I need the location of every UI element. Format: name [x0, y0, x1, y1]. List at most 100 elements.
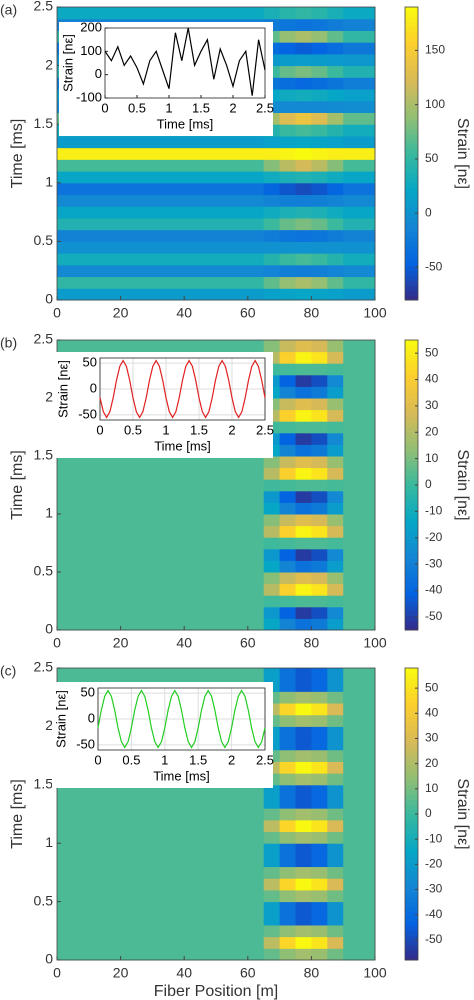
heatmap-cell — [295, 913, 312, 926]
colorbar-step — [405, 692, 418, 698]
heatmap-cell — [311, 374, 328, 387]
colorbar-step — [405, 596, 418, 602]
heatmap-cell — [263, 618, 281, 631]
heatmap-cell — [327, 77, 344, 90]
inset-x-axis-label: Time [ms] — [153, 768, 210, 783]
heatmap-cell — [343, 42, 376, 55]
heatmap-cell — [57, 490, 265, 503]
colorbar-step — [405, 945, 418, 951]
colorbar-step — [405, 354, 418, 360]
heatmap-cell — [279, 714, 296, 727]
heatmap-cell — [279, 595, 296, 608]
colorbar-tick-label: 10 — [425, 451, 439, 465]
heatmap-cell — [279, 948, 296, 961]
heatmap-cell — [311, 691, 328, 704]
heatmap-cell — [57, 525, 265, 538]
colorbar-step — [405, 877, 418, 883]
colorbar-step — [405, 402, 418, 409]
heatmap-cell — [295, 618, 312, 631]
colorbar-step — [405, 818, 418, 825]
heatmap-cell — [263, 182, 281, 196]
colorbar-step — [405, 148, 418, 154]
heatmap-cell — [279, 773, 296, 786]
colorbar-step — [405, 16, 418, 23]
inset-y-tick-label: 0 — [90, 380, 97, 395]
colorbar-step — [405, 862, 418, 869]
heatmap-cell — [311, 854, 328, 868]
heatmap-cell — [343, 668, 376, 681]
colorbar-tick-label: -40 — [425, 907, 443, 921]
colorbar-step — [405, 620, 418, 626]
heatmap-cell — [343, 217, 376, 231]
heatmap-cell — [57, 514, 265, 527]
colorbar-step — [405, 26, 418, 32]
heatmap-cell — [279, 386, 296, 399]
colorbar-step — [405, 896, 418, 903]
inset-x-tick-label: 0 — [94, 752, 101, 767]
heatmap-cell — [263, 456, 281, 469]
heatmap-cell — [295, 490, 312, 503]
colorbar-tick-label: -30 — [425, 556, 443, 570]
heatmap-cell — [311, 18, 328, 31]
colorbar-step — [405, 412, 418, 418]
heatmap-cell — [295, 276, 312, 289]
colorbar-step — [405, 736, 418, 742]
heatmap-cell — [327, 112, 344, 125]
y-tick-label: 1 — [45, 174, 53, 190]
colorbar-step — [405, 349, 418, 355]
colorbar-step — [405, 809, 418, 815]
heatmap-cell — [311, 182, 328, 196]
colorbar-step — [405, 7, 418, 13]
heatmap-cell — [279, 171, 296, 184]
heatmap-cell — [279, 18, 296, 31]
inset-x-tick-label: 2.5 — [256, 100, 274, 115]
colorbar-tick-label: -50 — [425, 932, 443, 946]
colorbar-tick-label: -50 — [425, 609, 443, 623]
heatmap-cell — [263, 583, 281, 596]
inset-frame — [97, 687, 266, 751]
heatmap-cell — [279, 878, 296, 891]
heatmap-cell — [311, 456, 328, 469]
colorbar-step — [405, 538, 418, 544]
colorbar-step — [405, 872, 418, 878]
heatmap-cell — [343, 773, 376, 786]
heatmap-cell — [263, 808, 281, 821]
heatmap-cell — [311, 784, 328, 797]
heatmap-cell — [295, 194, 312, 207]
heatmap-cell — [279, 606, 296, 619]
heatmap-cell — [327, 171, 344, 184]
colorbar-step — [405, 779, 418, 786]
colorbar-tick-label: -40 — [425, 583, 443, 597]
colorbar-tick-label: -20 — [425, 857, 443, 871]
heatmap-cell — [263, 7, 281, 20]
colorbar-step — [405, 750, 418, 757]
heatmap-cell — [311, 514, 328, 527]
heatmap-cell — [295, 583, 312, 596]
heatmap-cell — [279, 42, 296, 55]
heatmap-cell — [343, 241, 376, 254]
heatmap-cell — [263, 194, 281, 207]
inset-y-tick-label: -100 — [76, 89, 102, 104]
heatmap-cell — [263, 171, 281, 184]
colorbar-step — [405, 775, 418, 781]
heatmap-cell — [311, 421, 328, 434]
heatmap-cell — [57, 479, 265, 492]
heatmap-cell — [327, 340, 344, 353]
heatmap-cell — [311, 831, 328, 844]
heatmap-cell — [295, 738, 312, 751]
heatmap-cell — [343, 595, 376, 608]
colorbar-step — [405, 901, 418, 907]
colorbar-step — [405, 852, 418, 859]
heatmap-cell — [263, 831, 281, 844]
heatmap-cell — [327, 467, 344, 480]
colorbar-step — [405, 153, 418, 159]
colorbar-step — [405, 475, 418, 481]
heatmap-cell — [343, 679, 376, 692]
colorbar-step — [405, 290, 418, 296]
colorbar-step — [405, 441, 418, 447]
heatmap-cell — [295, 288, 312, 301]
heatmap-cell — [327, 679, 344, 692]
inset-y-tick-label: 0 — [95, 66, 102, 81]
heatmap-cell — [57, 241, 265, 254]
heatmap-cell — [327, 241, 344, 254]
